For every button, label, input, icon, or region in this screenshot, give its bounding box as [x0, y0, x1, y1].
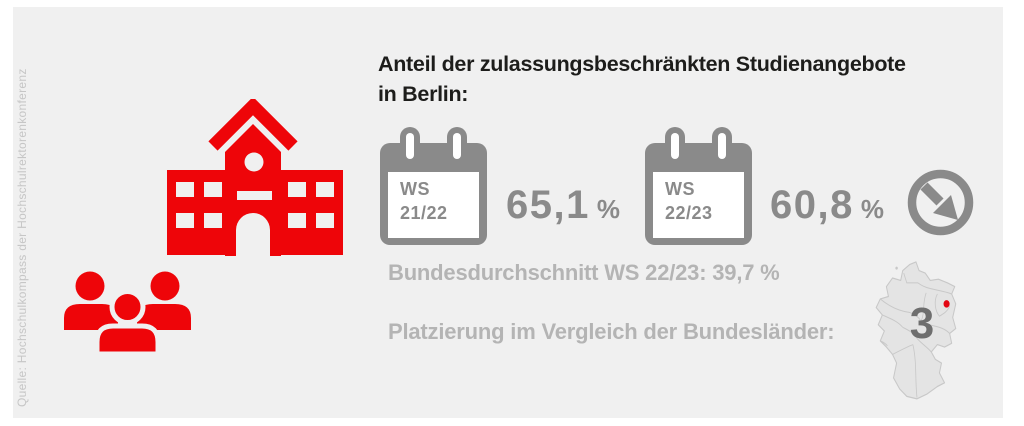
value-unit: %	[860, 194, 884, 224]
value-unit: %	[596, 194, 620, 224]
percentage-value-ws-22-23: 60,8%	[770, 185, 884, 225]
germany-map	[875, 261, 957, 400]
calendar-ring-left	[665, 127, 685, 167]
calendar-icon-ws-22-23: WS 22/23	[645, 127, 752, 245]
germany-outline	[875, 261, 957, 400]
arrow-down-right-circle-icon	[907, 169, 974, 236]
value-number: 65,1	[506, 183, 590, 227]
calendar-ring-left	[400, 127, 420, 167]
calendar-face	[653, 172, 744, 238]
calendar-face	[388, 172, 479, 238]
ranking-number: 3	[909, 299, 935, 348]
percentage-value-ws-21-22: 65,1%	[506, 185, 620, 225]
national-average-text: Bundesdurchschnitt WS 22/23: 39,7 %	[388, 260, 780, 285]
calendar-icon-ws-21-22: WS 21/22	[380, 127, 487, 245]
university-building-icon	[167, 99, 343, 256]
value-number: 60,8	[770, 183, 854, 227]
berlin-marker	[943, 300, 950, 308]
calendar-ring-right	[447, 127, 467, 167]
ranking-label: Platzierung im Vergleich der Bundeslände…	[388, 319, 835, 344]
page-title: Anteil der zulassungsbeschränkten Studie…	[378, 52, 906, 106]
semester-label: WS 21/22	[400, 179, 448, 224]
source-credit: Quelle: Hochschulkompass der Hochschulre…	[15, 68, 29, 407]
students-group-icon	[64, 271, 191, 354]
calendar-ring-right	[712, 127, 732, 167]
semester-label: WS 22/23	[665, 179, 713, 224]
